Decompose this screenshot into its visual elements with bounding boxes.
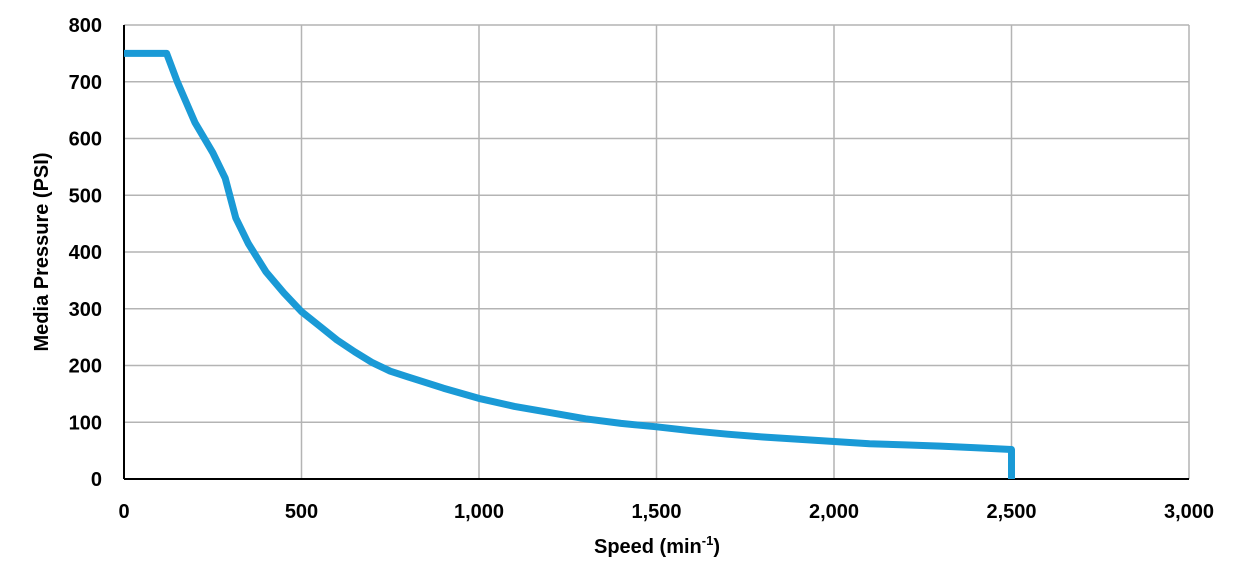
y-tick-label: 700: [69, 72, 102, 94]
y-tick-label: 600: [69, 129, 102, 151]
y-tick-label: 200: [69, 356, 102, 378]
x-tick-label: 1,000: [454, 501, 504, 523]
grid-lines: [124, 24, 1190, 479]
x-tick-label: 1,500: [631, 501, 681, 523]
y-tick-label: 400: [69, 242, 102, 264]
y-axis-title: Media Pressure (PSI): [31, 153, 53, 352]
y-tick-label: 300: [69, 299, 102, 321]
y-tick-label: 0: [91, 469, 102, 491]
x-tick-label: 3,000: [1164, 501, 1214, 523]
y-tick-label: 500: [69, 185, 102, 207]
y-tick-label: 800: [69, 15, 102, 37]
y-tick-label: 100: [69, 412, 102, 434]
x-tick-label: 500: [285, 501, 318, 523]
x-tick-label: 0: [118, 501, 129, 523]
x-axis-title: Speed (min-1): [594, 533, 720, 558]
x-tick-label: 2,500: [986, 501, 1036, 523]
x-tick-label: 2,000: [809, 501, 859, 523]
series-layer: [124, 49, 1015, 479]
tick-labels: 0 500 1,000 1,500 2,000 2,500 3,000 0 100 200 300 4…: [69, 15, 1214, 523]
series-line-0: [124, 49, 1015, 479]
